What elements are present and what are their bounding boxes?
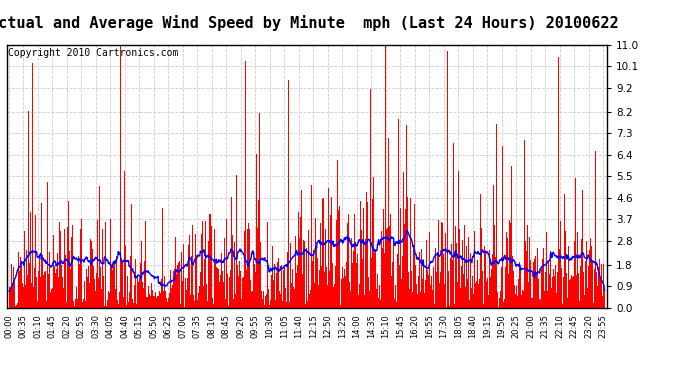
Text: Copyright 2010 Cartronics.com: Copyright 2010 Cartronics.com (8, 48, 179, 58)
Text: Actual and Average Wind Speed by Minute  mph (Last 24 Hours) 20100622: Actual and Average Wind Speed by Minute … (0, 15, 618, 31)
